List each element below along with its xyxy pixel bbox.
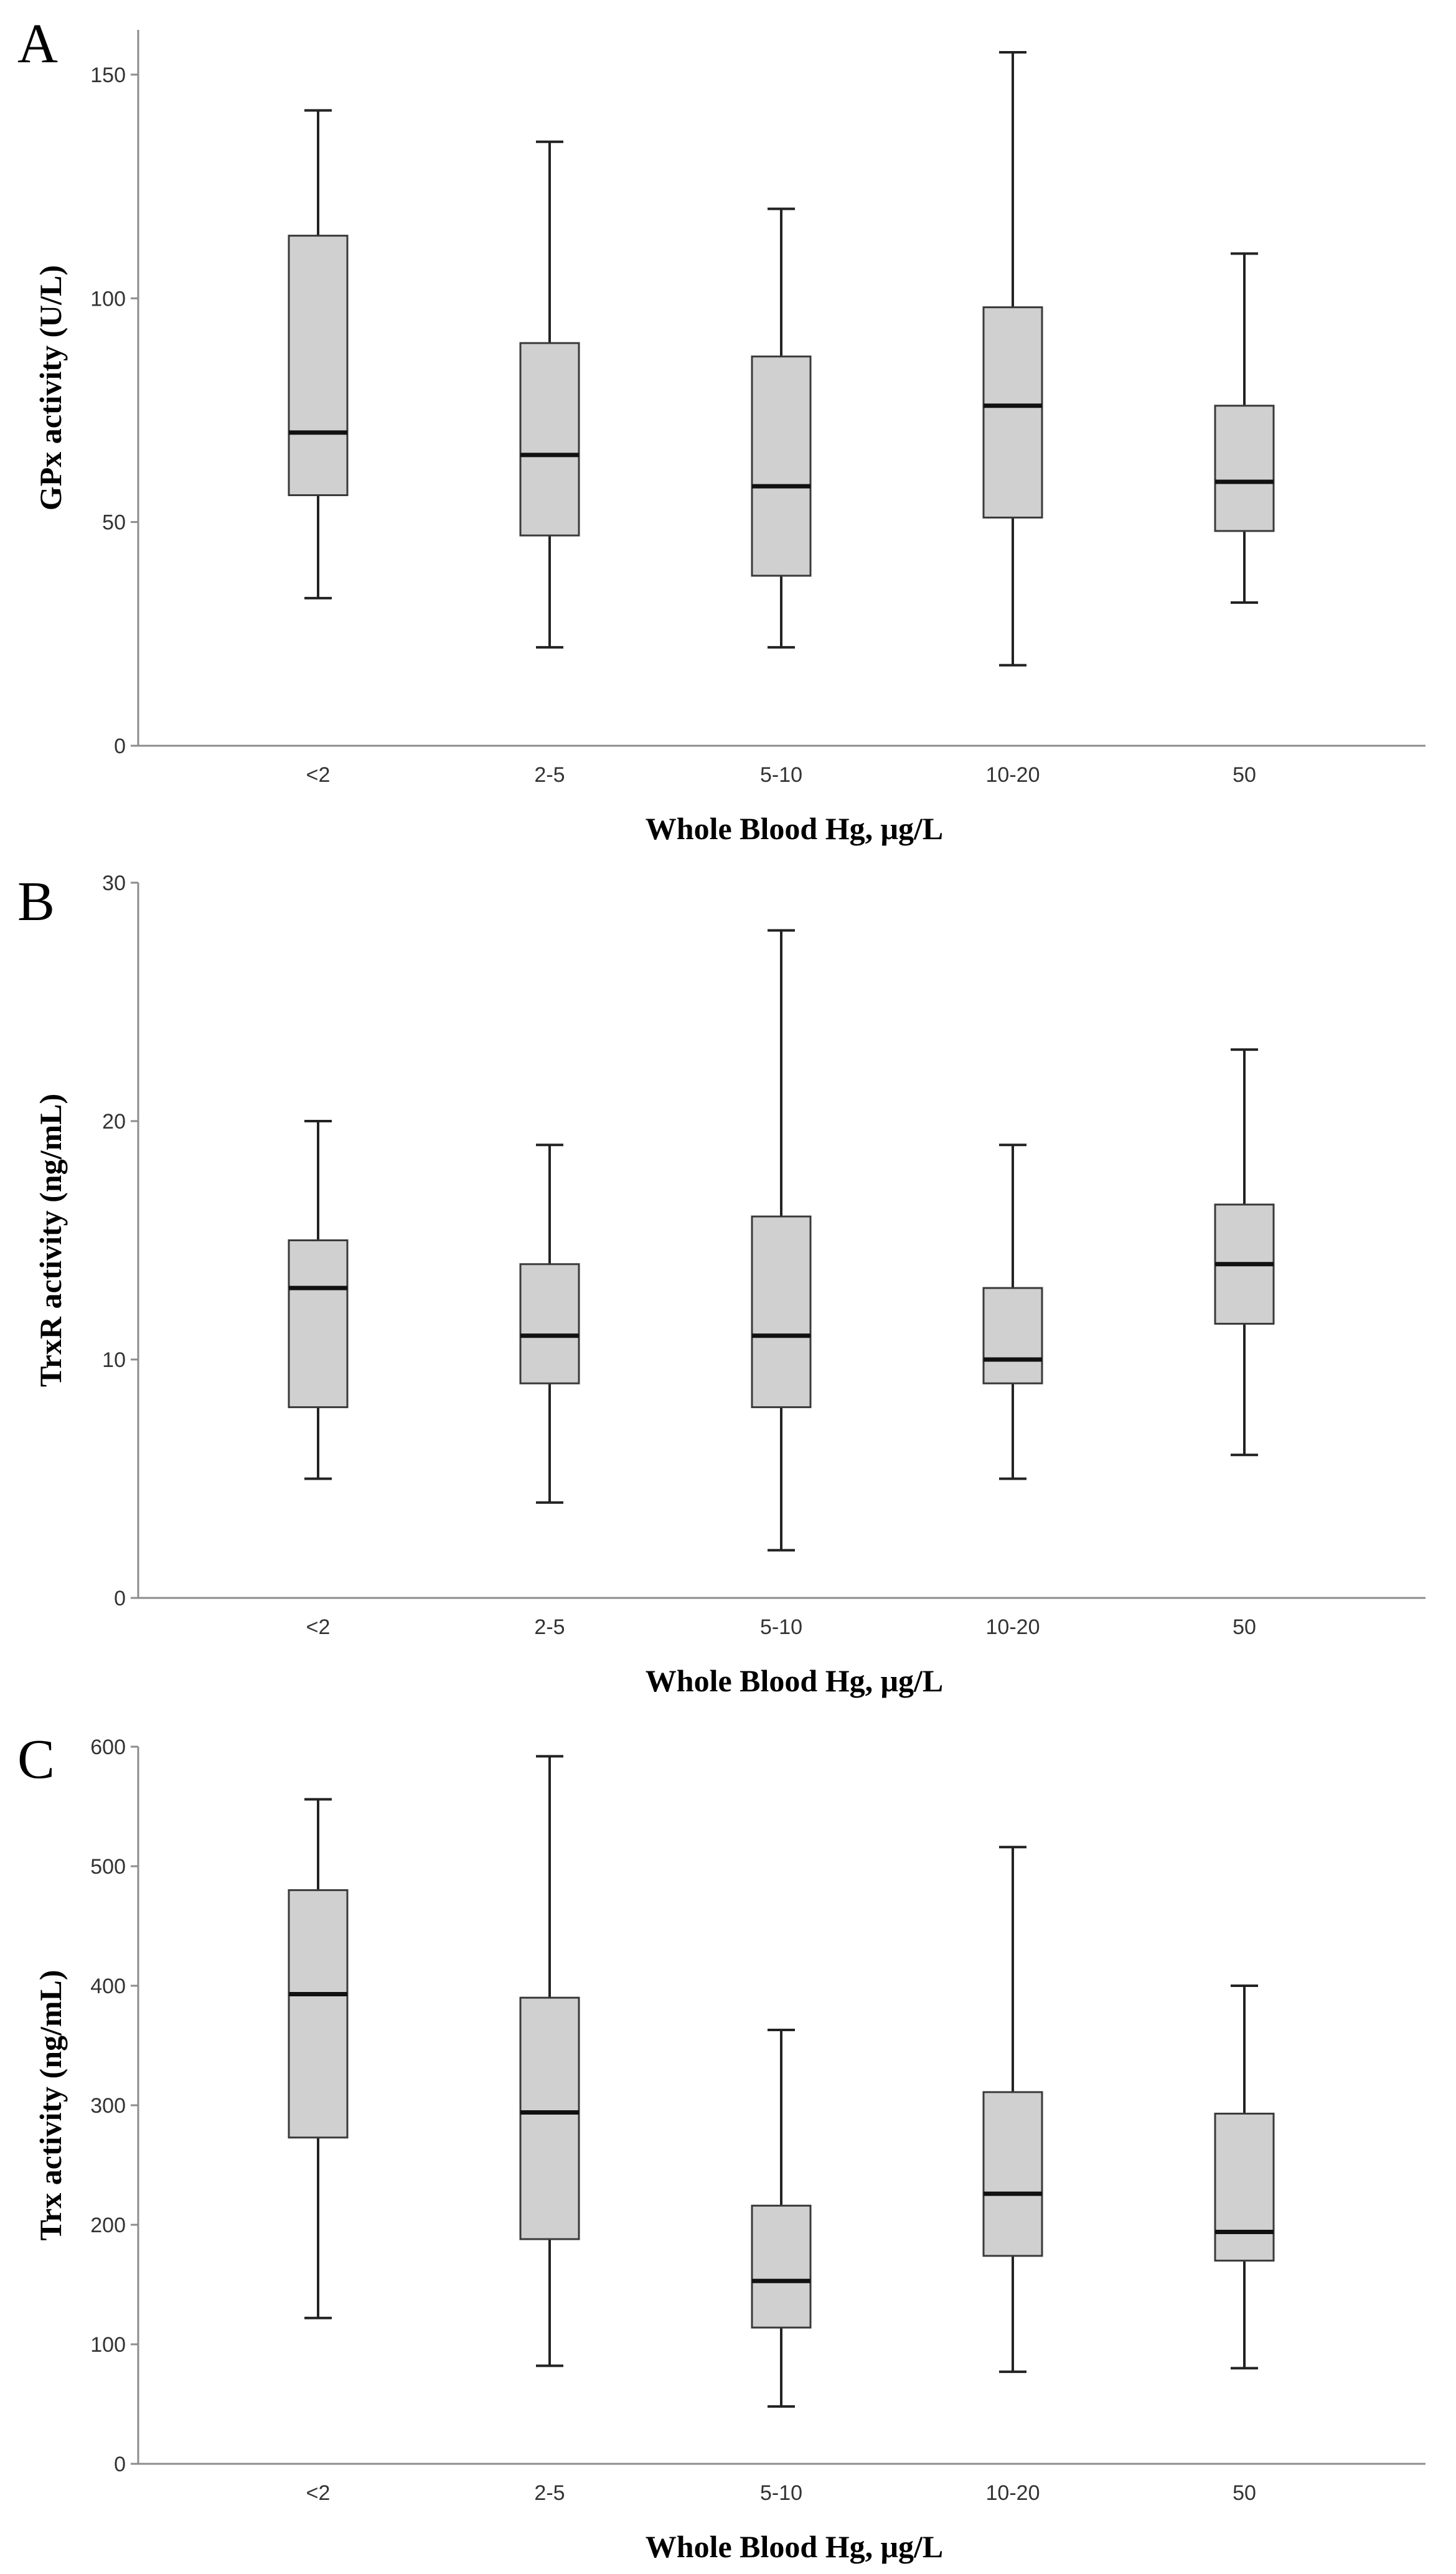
y-tick-label: 500 xyxy=(90,1855,126,1879)
y-tick-label: 0 xyxy=(114,2453,126,2476)
y-tick-label: 50 xyxy=(102,511,126,535)
box-iqr xyxy=(751,1215,812,1409)
panel-label: A xyxy=(17,13,58,75)
x-tick-label: <2 xyxy=(306,763,331,787)
chart-b: B 0 10 20 30 TrxR activity (ng/mL) <2 2-5 5-10 10… xyxy=(17,871,1425,1698)
panel-label: C xyxy=(17,1729,55,1790)
x-tick-label: 5-10 xyxy=(760,763,802,787)
box-iqr xyxy=(288,235,349,496)
x-tick-label: 5-10 xyxy=(760,1615,802,1639)
y-tick-label: 100 xyxy=(90,287,126,311)
y-axis-title: Trx activity (ng/mL) xyxy=(33,1970,68,2240)
box-iqr xyxy=(519,342,580,537)
y-tick-label: 100 xyxy=(90,2333,126,2357)
y-axis-title: GPx activity (U/L) xyxy=(33,265,68,510)
panel-a: A 0 50 100 150 GPx activity (U/L) <2 2-5 5-10 10-… xyxy=(0,0,1456,858)
panel-b: B 0 10 20 30 TrxR activity (ng/mL) <2 2-5 5-10 10… xyxy=(0,858,1456,1716)
y-tick-label: 30 xyxy=(102,871,126,895)
chart-c: C 0 100 200 300 400 500 600 Trx activity (ng/mL)… xyxy=(17,1729,1425,2564)
box-iqr xyxy=(982,306,1043,519)
x-tick-label: 2-5 xyxy=(534,2481,565,2505)
x-tick-label: 50 xyxy=(1233,763,1256,787)
box-iqr xyxy=(982,2091,1043,2257)
panel-c: C 0 100 200 300 400 500 600 Trx activity (ng/mL)… xyxy=(0,1716,1456,2573)
y-tick-label: 400 xyxy=(90,1975,126,1998)
y-axis-title: TrxR activity (ng/mL) xyxy=(33,1094,68,1387)
x-axis-title: Whole Blood Hg, μg/L xyxy=(646,811,943,846)
y-tick-label: 10 xyxy=(102,1348,126,1372)
x-tick-label: 2-5 xyxy=(534,1615,565,1639)
panel-label: B xyxy=(17,871,55,932)
x-tick-label: 50 xyxy=(1233,1615,1256,1639)
box-iqr xyxy=(982,1287,1043,1384)
box-iqr xyxy=(288,1239,349,1409)
y-tick-label: 300 xyxy=(90,2094,126,2118)
x-tick-label: 10-20 xyxy=(986,2481,1040,2505)
x-tick-label: 10-20 xyxy=(986,763,1040,787)
x-tick-label: 5-10 xyxy=(760,2481,802,2505)
x-tick-label: 2-5 xyxy=(534,763,565,787)
x-tick-label: <2 xyxy=(306,2481,331,2505)
y-tick-label: 20 xyxy=(102,1110,126,1134)
x-tick-label: 50 xyxy=(1233,2481,1256,2505)
chart-a: A 0 50 100 150 GPx activity (U/L) <2 2-5 5-10 10-… xyxy=(17,13,1425,846)
y-tick-label: 0 xyxy=(114,735,126,758)
x-axis-title: Whole Blood Hg, μg/L xyxy=(646,1663,943,1698)
x-axis-title: Whole Blood Hg, μg/L xyxy=(646,2529,943,2564)
box-iqr xyxy=(751,2204,812,2329)
box-iqr xyxy=(751,355,812,577)
y-tick-label: 200 xyxy=(90,2214,126,2237)
box-iqr xyxy=(1214,2112,1275,2262)
x-tick-label: 10-20 xyxy=(986,1615,1040,1639)
box-iqr xyxy=(519,1263,580,1384)
box-iqr xyxy=(288,1889,349,2139)
x-tick-label: <2 xyxy=(306,1615,331,1639)
y-tick-label: 600 xyxy=(90,1736,126,1759)
box-iqr xyxy=(519,1996,580,2240)
box-iqr xyxy=(1214,405,1275,532)
y-tick-label: 0 xyxy=(114,1587,126,1610)
y-tick-label: 150 xyxy=(90,63,126,87)
